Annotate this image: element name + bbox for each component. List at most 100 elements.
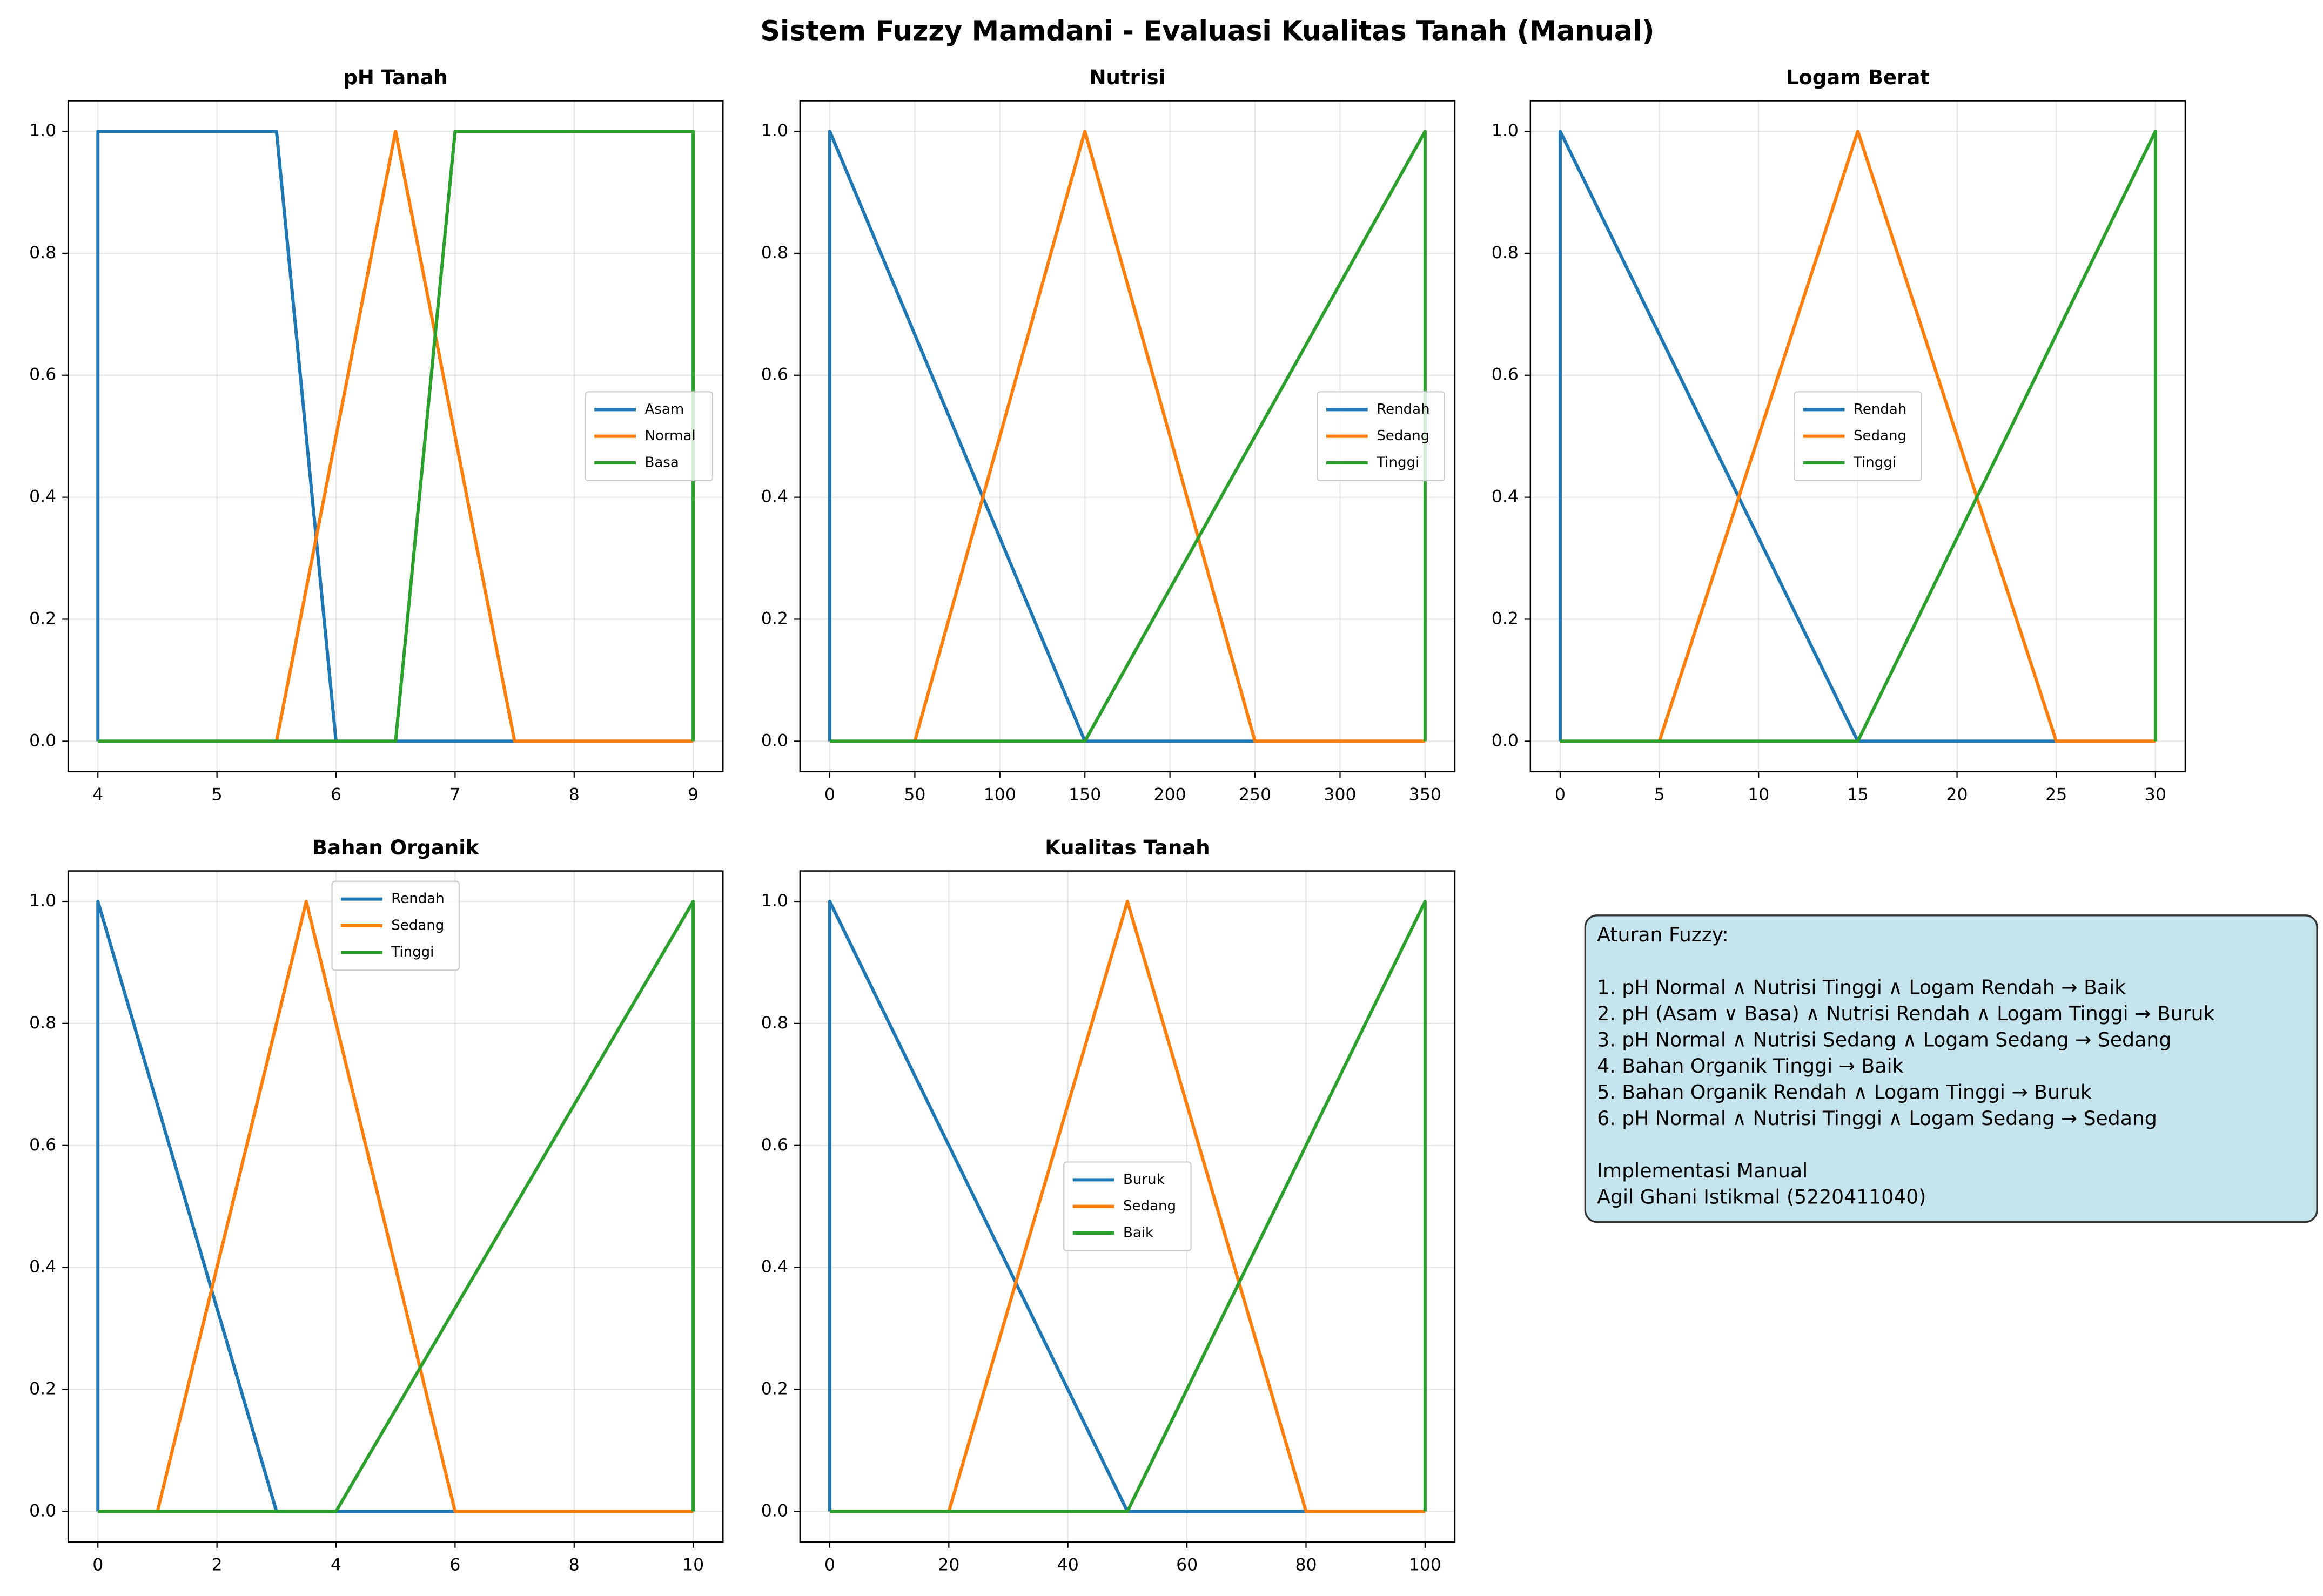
series-line [98,129,695,743]
series-line [98,900,695,1513]
axes-frame [67,870,724,1543]
legend-label: Rendah [1854,401,1906,417]
legend-label: Basa [644,455,679,471]
y-tick-label: 1.0 [761,891,788,911]
subplot: 0 20 40 60 80 100 0.0 0.2 0.4 0.6 0.8 1.0 Kualitas T… [761,836,1456,1575]
subplot: 0 5 10 15 20 25 30 0.0 0.2 0.4 0.6 0.8 1.0 Logam Bera… [1492,66,2186,805]
legend-label: Sedang [1854,428,1906,444]
x-tick-label: 0 [1555,785,1566,805]
legend-label: Asam [644,401,684,417]
y-tick-label: 0.2 [29,609,56,628]
x-tick-label: 20 [1946,785,1968,805]
y-tick-label: 1.0 [29,891,56,911]
subplot-title: Logam Berat [1786,66,1930,89]
x-tick-label: 30 [2145,785,2166,805]
y-tick-label: 0.2 [29,1379,56,1399]
subplot-title: Nutrisi [1090,66,1166,89]
subplot: 0 2 4 6 8 10 0.0 0.2 0.4 0.6 0.8 1.0 Bahan Organik Re… [29,836,724,1575]
y-tick-label: 0.6 [761,365,788,385]
x-tick-label: 4 [92,785,103,805]
axes-frame [799,870,1456,1543]
y-tick-label: 0.8 [29,1013,56,1033]
legend-label: Tinggi [1376,455,1419,471]
x-tick-label: 200 [1154,785,1186,805]
x-tick-label: 40 [1057,1555,1079,1575]
y-tick-label: 0.8 [29,243,56,262]
legend-label: Sedang [1377,428,1429,444]
legend-label: Rendah [391,891,444,907]
legend: Asam Normal Basa [585,391,714,482]
y-tick-label: 0.4 [761,1257,788,1277]
x-tick-label: 15 [1847,785,1869,805]
legend: Buruk Sedang Baik [1063,1161,1192,1252]
x-tick-label: 350 [1409,785,1441,805]
y-tick-label: 0.2 [761,609,788,628]
series-line [829,900,1427,1513]
footer-text: Implementasi Manual [1597,1159,1808,1182]
y-tick-label: 0.2 [761,1379,788,1399]
y-tick-label: 0.2 [1492,609,1519,628]
legend-label: Tinggi [1853,455,1896,471]
x-tick-label: 100 [984,785,1016,805]
series-line [1558,129,2156,743]
legend-label: Sedang [1123,1198,1176,1214]
y-tick-label: 0.0 [29,1501,56,1520]
x-tick-label: 4 [331,1555,341,1575]
rule-text: 2. pH (Asam ∨ Basa) ∧ Nutrisi Rendah ∧ L… [1597,1002,2214,1025]
x-tick-label: 80 [1295,1555,1317,1575]
rules-box [1584,914,2318,1223]
axes-frame [799,100,1456,773]
axes-frame [67,100,724,773]
rule-text: 4. Bahan Organik Tinggi → Baik [1597,1054,1903,1078]
subplot: 0 50 100 150 200 250 300 350 0.0 0.2 0.4 0.6 0.8 1.0 N… [761,66,1456,805]
rules-title: Aturan Fuzzy: [1597,923,1728,946]
y-tick-label: 0.6 [29,1135,56,1155]
legend-label: Tinggi [391,944,434,960]
legend-label: Buruk [1123,1171,1165,1188]
legend: Rendah Sedang Tinggi [1317,391,1445,482]
x-tick-label: 8 [569,1555,580,1575]
x-tick-label: 0 [824,1555,835,1575]
y-tick-label: 0.4 [29,1257,56,1277]
y-tick-label: 0.4 [1492,487,1519,507]
legend-label: Sedang [391,918,444,934]
x-tick-label: 25 [2045,785,2067,805]
axes-frame [1529,100,2186,773]
x-tick-label: 10 [682,1555,704,1575]
y-tick-label: 1.0 [1492,121,1519,140]
x-tick-label: 0 [92,1555,103,1575]
legend: Rendah Sedang Tinggi [1794,391,1922,482]
figure-title: Sistem Fuzzy Mamdani - Evaluasi Kualitas… [760,15,1654,46]
x-tick-label: 6 [331,785,341,805]
y-tick-label: 0.0 [761,731,788,750]
subplot-title: Bahan Organik [312,836,480,859]
legend-label: Rendah [1377,401,1429,417]
x-tick-label: 150 [1069,785,1101,805]
x-tick-label: 250 [1239,785,1271,805]
x-tick-label: 300 [1324,785,1356,805]
x-tick-label: 9 [688,785,699,805]
y-tick-label: 0.4 [761,487,788,507]
footer-text: Agil Ghani Istikmal (5220411040) [1597,1186,1926,1209]
y-tick-label: 0.6 [1492,365,1519,385]
y-tick-label: 0.0 [1492,731,1519,750]
x-tick-label: 8 [569,785,580,805]
series-line [828,900,1425,1513]
series-line [96,129,694,743]
x-tick-label: 10 [1748,785,1769,805]
rule-text: 3. pH Normal ∧ Nutrisi Sedang ∧ Logam Se… [1597,1028,2171,1051]
x-tick-label: 20 [938,1555,959,1575]
subplot-title: pH Tanah [343,66,448,89]
legend-box [331,880,460,971]
x-tick-label: 2 [212,1555,223,1575]
x-tick-label: 50 [904,785,925,805]
y-tick-label: 1.0 [761,121,788,140]
legend-label: Normal [644,428,695,444]
subplot: 4 5 6 7 8 9 0.0 0.2 0.4 0.6 0.8 1.0 pH Tanah Asam Norm… [29,66,724,805]
y-tick-label: 0.8 [761,243,788,262]
y-tick-label: 1.0 [29,121,56,140]
x-tick-label: 5 [1654,785,1665,805]
legend-box [1317,391,1445,482]
